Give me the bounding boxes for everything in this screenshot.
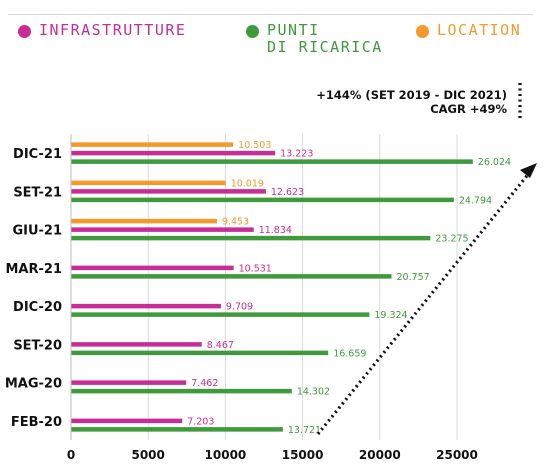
legend-item-location: LOCATION [416, 22, 521, 39]
legend-swatch-infrastrutture [18, 25, 31, 38]
bar [71, 189, 266, 194]
data-label: 20.757 [396, 272, 429, 283]
data-label: 16.659 [333, 348, 366, 359]
bar [71, 274, 392, 279]
category-label: DIC-21 [13, 147, 62, 162]
data-label: 10.019 [231, 178, 264, 189]
bar [71, 380, 187, 385]
bar [71, 342, 202, 347]
bar [71, 265, 234, 271]
category-label: MAR-21 [6, 262, 63, 277]
data-label: 13.721 [288, 425, 321, 436]
legend-item-punti-di-ricarica: PUNTI DI RICARICA [246, 22, 383, 56]
bar [71, 312, 370, 317]
legend-swatch-punti-di-ricarica [246, 25, 259, 38]
data-label: 9.453 [222, 217, 249, 228]
category-label: SET-20 [13, 338, 62, 353]
bar [71, 427, 283, 432]
x-tick-label: 15000 [282, 448, 324, 462]
data-label: 7.462 [191, 378, 218, 389]
data-label: 9.709 [226, 302, 253, 313]
category-label: MAG-20 [5, 377, 62, 392]
data-label: 7.203 [187, 416, 214, 427]
data-label: 10.531 [239, 263, 272, 274]
data-label: 23.275 [435, 234, 468, 245]
bar [71, 388, 292, 394]
data-label: 19.324 [374, 310, 407, 321]
trend-arrow-head [520, 163, 537, 178]
category-label: SET-21 [13, 185, 62, 200]
data-label: 14.302 [297, 387, 330, 398]
legend-label-infrastrutture: INFRASTRUTTURE [39, 21, 187, 39]
bar [71, 303, 221, 309]
bar [71, 150, 276, 156]
x-tick-label: 0 [67, 448, 75, 462]
data-label: 12.623 [271, 187, 304, 198]
bar [71, 227, 254, 232]
x-tick-label: 10000 [205, 448, 247, 462]
bar [71, 218, 217, 224]
bar [71, 197, 454, 203]
legend-swatch-location [416, 25, 429, 38]
category-label: GIU-21 [12, 224, 62, 239]
category-label: FEB-20 [11, 415, 62, 430]
x-tick-label: 20000 [359, 448, 401, 462]
data-label: 24.794 [459, 195, 492, 206]
data-label: 8.467 [207, 340, 234, 351]
trend-arrow-line [316, 170, 532, 436]
bar [71, 350, 329, 356]
growth-annotation-line2: CAGR +49% [430, 102, 507, 116]
legend-label-punti-di-ricarica: PUNTI DI RICARICA [267, 21, 383, 56]
legend-label-location: LOCATION [437, 21, 522, 39]
data-label: 13.223 [280, 149, 313, 160]
growth-annotation: +144% (SET 2019 - DIC 2021) CAGR +49% [316, 88, 507, 116]
bar [71, 142, 234, 147]
x-tick-label: 5000 [131, 448, 164, 462]
x-tick-label: 25000 [436, 448, 478, 462]
legend: INFRASTRUTTURE PUNTI DI RICARICA LOCATIO… [0, 22, 545, 62]
bar [71, 180, 226, 186]
data-label: 26.024 [478, 157, 511, 168]
bar [71, 159, 473, 164]
bar [71, 418, 183, 424]
data-label: 11.834 [259, 225, 292, 236]
legend-divider [8, 14, 533, 15]
category-label: DIC-20 [13, 300, 62, 315]
bar [71, 235, 431, 241]
data-label: 10.503 [238, 140, 271, 151]
growth-annotation-line1: +144% (SET 2019 - DIC 2021) [316, 88, 507, 102]
legend-item-infrastrutture: INFRASTRUTTURE [18, 22, 186, 39]
